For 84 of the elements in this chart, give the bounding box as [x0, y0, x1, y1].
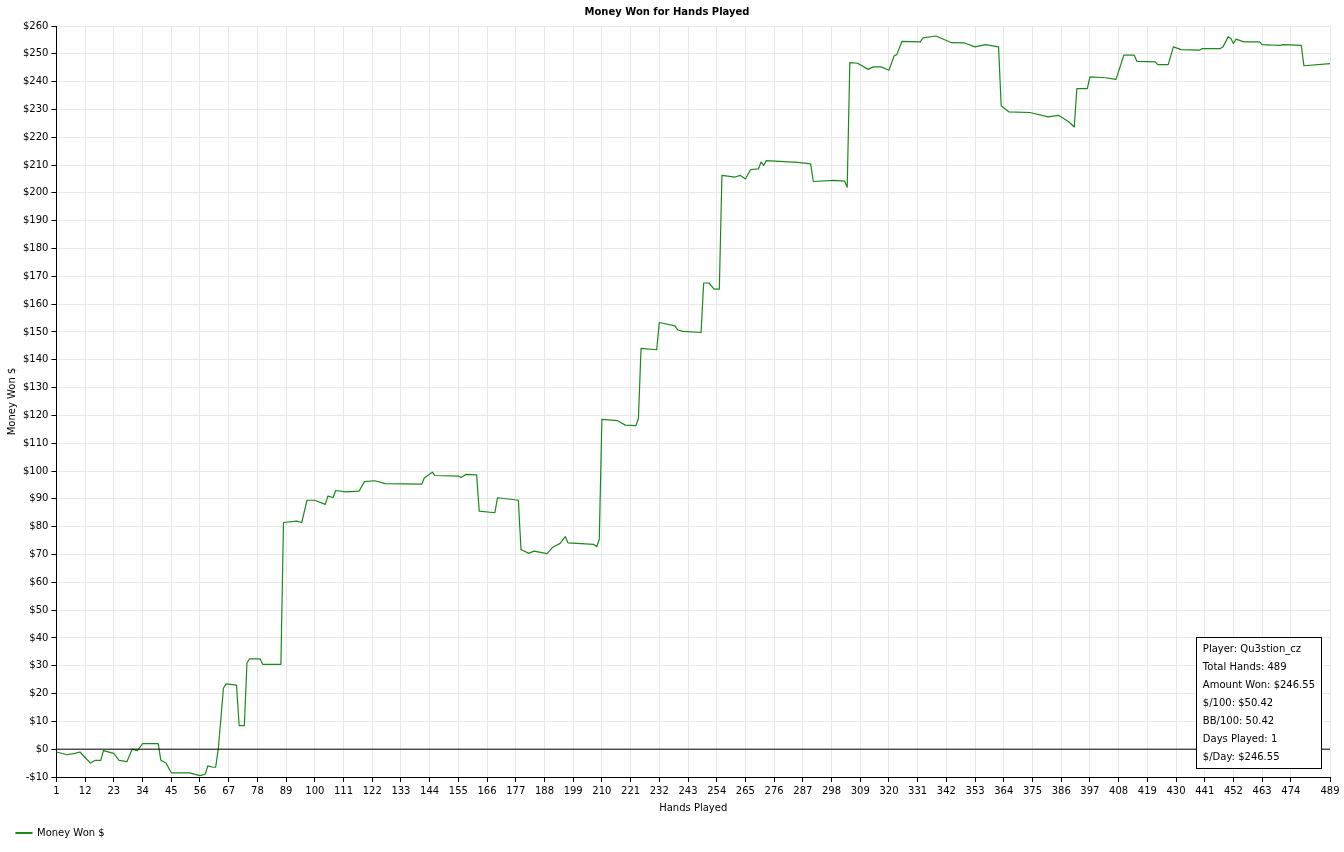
y-tick-label: $110	[23, 436, 49, 448]
annotation: Days Played: 1	[1202, 732, 1279, 746]
x-tick-label: 177	[506, 784, 526, 796]
y-tick-label: $60	[29, 575, 49, 587]
x-tick-label: 320	[879, 784, 899, 796]
x-tick-label: 441	[1195, 784, 1215, 796]
x-tick-label: 254	[707, 784, 727, 796]
y-tick-label: $70	[29, 548, 49, 560]
x-tick-label: 342	[936, 784, 956, 796]
x-tick-label: 1	[53, 784, 60, 796]
x-tick-label: 309	[850, 784, 870, 796]
x-tick-label: 188	[534, 784, 555, 796]
x-tick-label: 331	[908, 784, 928, 796]
x-tick-label: 298	[821, 784, 842, 796]
x-tick-label: 199	[563, 784, 583, 796]
x-tick-label: 67	[222, 784, 236, 796]
x-tick-label: 100	[305, 784, 325, 796]
y-tick-label: $130	[23, 381, 49, 393]
x-tick-label: 375	[1022, 784, 1043, 796]
y-tick-label: $50	[29, 603, 49, 615]
y-tick-label: $0	[35, 742, 49, 754]
annotation: $/100: $50.42	[1202, 696, 1275, 710]
x-tick-label: 408	[1109, 784, 1129, 796]
annotation: $/Day: $246.55	[1202, 750, 1281, 764]
x-tick-label: 397	[1080, 784, 1100, 796]
annotation: Total Hands: 489	[1202, 660, 1288, 674]
x-tick-label: 221	[621, 784, 641, 796]
y-axis-title: Money Won $	[5, 367, 17, 436]
y-tick-label: $210	[23, 158, 49, 170]
y-tick-label: $180	[23, 242, 49, 254]
x-tick-label: 463	[1252, 784, 1272, 796]
x-tick-label: 45	[164, 784, 178, 796]
x-tick-label: 265	[735, 784, 755, 796]
annotation: Amount Won: $246.55	[1202, 678, 1315, 692]
y-tick-label: $80	[29, 520, 49, 532]
x-axis-title: Hands Played	[659, 801, 728, 813]
y-tick-label: $150	[23, 325, 49, 337]
x-tick-label: 232	[649, 784, 669, 796]
y-tick-label: $190	[23, 214, 49, 226]
annotation: BB/100: 50.42	[1202, 714, 1276, 728]
x-tick-label: 489	[1320, 784, 1340, 796]
y-tick-label: $10	[29, 714, 49, 726]
x-tick-label: 89	[279, 784, 293, 796]
x-tick-label: 276	[764, 784, 784, 796]
y-tick-label: $90	[29, 492, 49, 504]
x-tick-label: 133	[391, 784, 411, 796]
y-tick-label: $20	[29, 687, 49, 699]
x-tick-label: 452	[1223, 784, 1243, 796]
y-tick-label: $200	[23, 186, 49, 198]
y-tick-label: $260	[23, 19, 49, 31]
x-tick-label: 243	[678, 784, 698, 796]
x-tick-label: 144	[420, 784, 440, 796]
x-tick-label: 155	[448, 784, 468, 796]
y-tick-label: -$10	[25, 770, 49, 782]
y-tick-label: $220	[23, 130, 49, 142]
chart-title: Money Won for Hands Played	[584, 5, 750, 17]
y-tick-label: $160	[23, 297, 49, 309]
x-tick-label: 353	[965, 784, 985, 796]
x-tick-label: 364	[994, 784, 1014, 796]
x-tick-label: 34	[136, 784, 149, 796]
x-tick-label: 287	[793, 784, 813, 796]
x-tick-label: 56	[193, 784, 207, 796]
y-tick-label: $30	[29, 659, 49, 671]
y-tick-label: $230	[23, 103, 49, 115]
y-tick-label: $100	[23, 464, 49, 476]
y-tick-label: $140	[23, 353, 49, 365]
y-tick-label: $250	[23, 47, 49, 59]
x-tick-label: 430	[1166, 784, 1186, 796]
x-tick-label: 122	[362, 784, 382, 796]
annotation: Player: Qu3stion_cz	[1202, 642, 1303, 657]
x-tick-label: 23	[107, 784, 121, 796]
x-tick-label: 78	[251, 784, 264, 796]
y-tick-label: $40	[29, 631, 49, 643]
x-tick-label: 12	[78, 784, 92, 796]
y-tick-label: $240	[23, 75, 49, 87]
y-tick-label: $170	[23, 269, 49, 281]
legend-label: Money Won $	[37, 826, 105, 838]
x-tick-label: 166	[477, 784, 497, 796]
x-tick-label: 111	[333, 784, 354, 796]
x-tick-label: 419	[1137, 784, 1157, 796]
y-tick-label: $120	[23, 409, 49, 420]
x-tick-label: 386	[1051, 784, 1071, 796]
x-tick-label: 474	[1281, 784, 1301, 796]
x-tick-label: 210	[592, 784, 612, 796]
